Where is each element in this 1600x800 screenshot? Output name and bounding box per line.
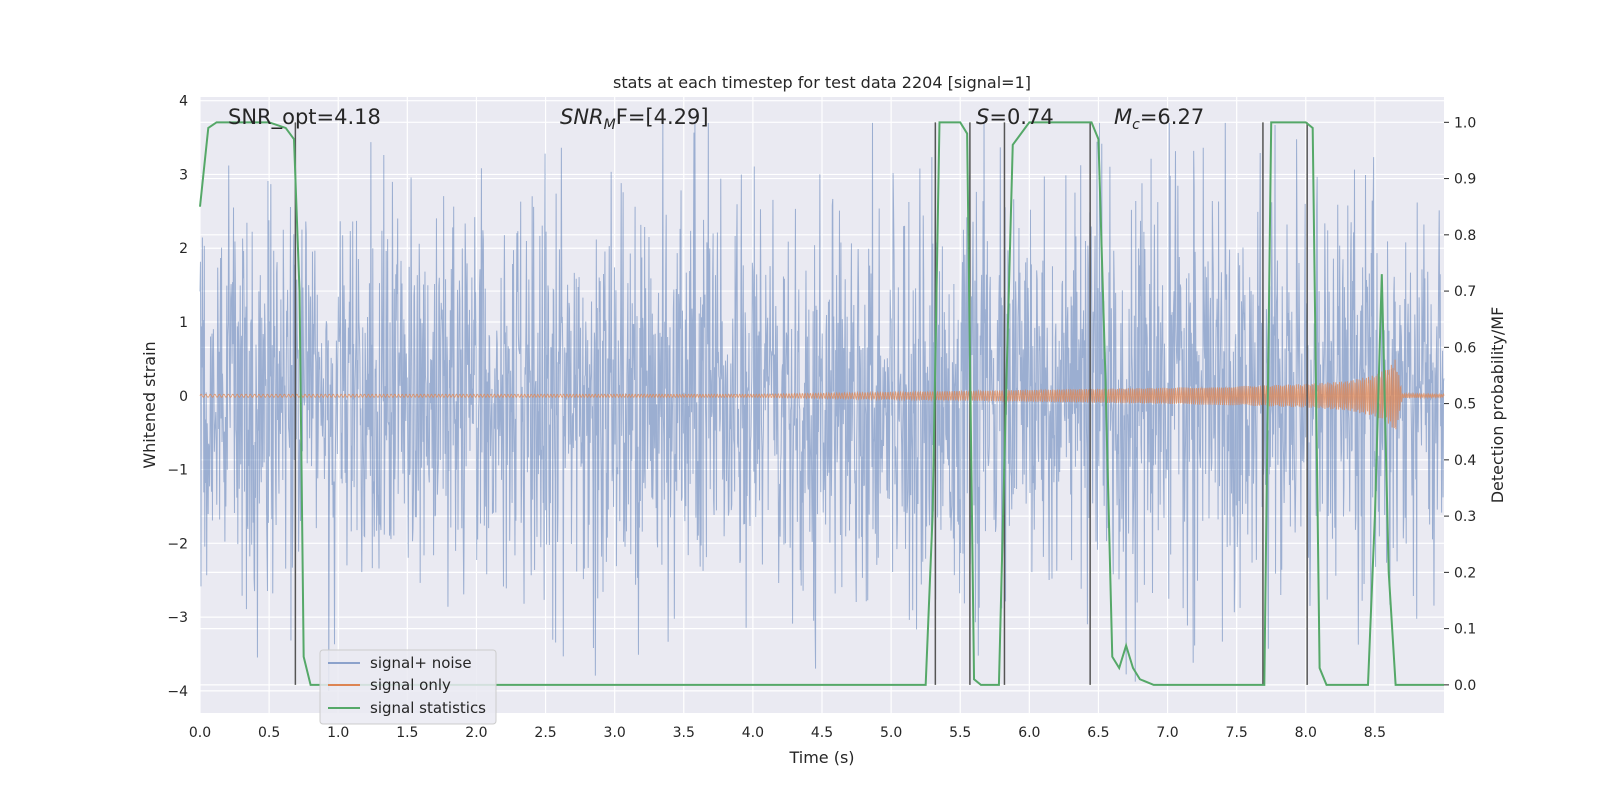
y-right-tick-label: 0.6 <box>1454 340 1476 356</box>
annotation-s: S=0.74 <box>976 105 1054 129</box>
y-left-tick-label: 3 <box>179 167 188 183</box>
y-left-axis-label: Whitened strain <box>140 341 159 468</box>
annotation-snr-opt: SNR_opt=4.18 <box>228 105 381 130</box>
x-tick-label: 1.0 <box>327 725 349 741</box>
x-tick-label: 8.0 <box>1295 725 1317 741</box>
signal-plus-noise-line <box>199 122 1445 691</box>
signal-statistics-line <box>199 121 1444 686</box>
y-right-axis-ticks: 0.0 0.1 0.2 0.3 0.4 0.5 0.6 0.7 0.8 0.9 1.0 <box>1444 115 1476 694</box>
y-left-tick-label: −3 <box>167 610 188 626</box>
x-tick-label: 0.5 <box>258 725 280 741</box>
x-tick-label: 5.0 <box>880 725 902 741</box>
y-right-tick-label: 0.8 <box>1454 228 1476 244</box>
x-tick-label: 6.0 <box>1018 725 1040 741</box>
annotation-s-name: S <box>976 105 989 129</box>
x-tick-label: 7.5 <box>1226 725 1248 741</box>
annotation-snr-mf-sub: M <box>604 117 616 133</box>
annotation-mc-sub: c <box>1132 117 1140 133</box>
y-left-tick-label: 0 <box>179 389 188 405</box>
x-tick-label: 4.5 <box>811 725 833 741</box>
y-right-tick-label: 0.1 <box>1454 622 1476 638</box>
y-left-axis-ticks: −4 −3 −2 −1 0 1 2 3 4 <box>167 94 188 700</box>
y-right-tick-label: 0.7 <box>1454 284 1476 300</box>
y-left-tick-label: 1 <box>179 315 188 331</box>
x-tick-label: 3.0 <box>604 725 626 741</box>
y-right-tick-label: 0.2 <box>1454 565 1476 581</box>
y-left-tick-label: 2 <box>179 241 188 257</box>
grid-lines <box>199 97 1444 713</box>
x-tick-label: 2.5 <box>534 725 556 741</box>
x-tick-label: 6.5 <box>1087 725 1109 741</box>
x-axis-ticks: 0.0 0.5 1.0 1.5 2.0 2.5 3.0 3.5 4.0 4.5 5.0 5.5 6.0 6… <box>189 725 1386 741</box>
series-signal-plus-noise <box>199 122 1445 691</box>
y-right-tick-label: 0.4 <box>1454 453 1476 469</box>
x-tick-label: 3.5 <box>673 725 695 741</box>
x-tick-label: 5.5 <box>949 725 971 741</box>
x-tick-label: 8.5 <box>1364 725 1386 741</box>
annotation-snr-mf-rest: F=[4.29] <box>616 105 709 129</box>
x-tick-label: 4.0 <box>742 725 764 741</box>
x-tick-label: 2.0 <box>465 725 487 741</box>
annotation-snr-mf: SNRMF=[4.29] <box>560 105 709 133</box>
legend-label-signal-only: signal only <box>370 676 451 694</box>
annotation-s-rest: =0.74 <box>989 105 1053 129</box>
y-left-tick-label: −1 <box>167 463 188 479</box>
y-right-tick-label: 1.0 <box>1454 115 1476 131</box>
annotation-snr-mf-name: SNR <box>560 105 604 129</box>
y-right-tick-label: 0.9 <box>1454 172 1476 188</box>
y-right-tick-label: 0.3 <box>1454 509 1476 525</box>
legend-box <box>319 649 497 725</box>
series-signal-only <box>199 359 1445 430</box>
annotation-mc-name: M <box>1114 105 1132 129</box>
y-right-tick-label: 0.0 <box>1454 678 1476 694</box>
y-left-tick-label: −4 <box>167 684 188 700</box>
y-right-axis-label: Detection probability/MF <box>1488 307 1507 504</box>
y-right-tick-label: 0.5 <box>1454 397 1476 413</box>
legend-label-signal-statistics: signal statistics <box>370 699 486 717</box>
annotation-mc: Mc=6.27 <box>1114 105 1204 133</box>
x-axis-label: Time (s) <box>788 748 854 767</box>
x-tick-label: 7.0 <box>1156 725 1178 741</box>
y-left-tick-label: −2 <box>167 536 188 552</box>
x-tick-label: 0.0 <box>189 725 211 741</box>
legend: signal+ noise signal only signal statist… <box>319 649 497 725</box>
chart-title: stats at each timestep for test data 220… <box>613 73 1031 92</box>
series-signal-statistics <box>199 121 1444 686</box>
annotation-mc-rest: =6.27 <box>1140 105 1204 129</box>
y-left-tick-label: 4 <box>179 94 188 110</box>
legend-label-signal-plus-noise: signal+ noise <box>370 654 472 672</box>
x-tick-label: 1.5 <box>396 725 418 741</box>
signal-only-line <box>199 359 1445 430</box>
